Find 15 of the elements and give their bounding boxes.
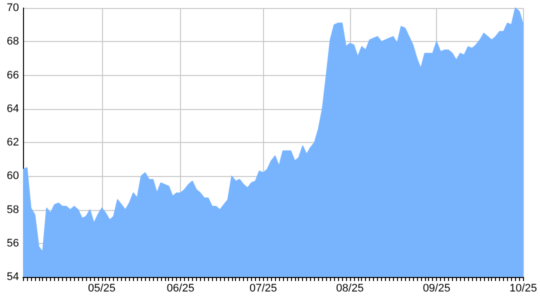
x-tick-label: 08/25 [336,282,364,294]
y-tick-label: 62 [6,136,19,148]
y-tick-label: 60 [6,170,19,182]
x-tick-label: 05/25 [88,282,116,294]
y-tick-label: 56 [6,237,19,250]
x-tick-label: 09/25 [422,282,450,294]
y-tick-label: 66 [6,69,19,82]
y-tick-label: 68 [6,36,19,48]
x-tick-label: 10/25 [509,282,537,294]
y-tick-label: 70 [6,2,19,14]
y-tick-label: 58 [6,204,19,216]
x-tick-label: 06/25 [166,282,194,294]
y-tick-label: 64 [6,102,19,115]
x-tick-label: 07/25 [250,282,278,294]
y-tick-label: 54 [6,271,19,283]
